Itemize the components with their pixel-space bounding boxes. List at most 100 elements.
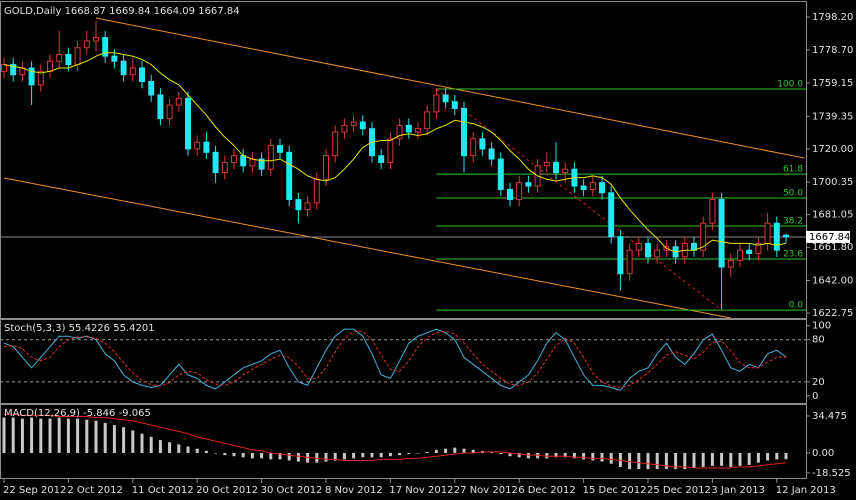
candle-body (221, 161, 228, 174)
macd-bar (140, 433, 144, 453)
x-tick-label: 22 Sep 2012 (3, 485, 66, 496)
main-header: GOLD,Daily 1668.87 1669.84 1664.09 1667.… (4, 6, 240, 17)
candle-body (470, 138, 477, 157)
channel-line (95, 17, 805, 159)
macd-title: MACD(12,26,9) (4, 408, 80, 419)
macd-bar (766, 452, 770, 461)
candle-body (111, 55, 118, 62)
candle-body (203, 141, 210, 153)
candle-body (626, 249, 633, 275)
stoch-line (3, 328, 787, 391)
macd-bar (434, 449, 438, 453)
candle-body (212, 151, 219, 174)
candle-body (516, 182, 523, 201)
macd-bar (398, 452, 402, 456)
candle-body (507, 188, 513, 201)
y-tick-label: 1720.00 (812, 144, 853, 155)
macd-signal (4, 413, 787, 469)
y-tick-label: 1700.35 (812, 177, 853, 188)
fib-trend (436, 88, 722, 311)
candle-body (553, 161, 559, 174)
x-tick-label: 15 Dec 2012 (583, 485, 647, 496)
macd-bar (250, 452, 254, 459)
y-tick-label: -18.525 (812, 468, 851, 479)
macd-bar (683, 452, 687, 470)
candle-body (608, 192, 615, 238)
macd-bar (416, 452, 420, 454)
macd-bar (618, 452, 622, 467)
y-tick-label: 1778.70 (812, 45, 853, 56)
candle-body (129, 67, 136, 76)
candle-body (359, 121, 366, 130)
macd-bar (453, 447, 457, 453)
macd-bar (554, 452, 558, 458)
macd-bar (747, 452, 751, 465)
x-tick-label: 11 Oct 2012 (132, 485, 194, 496)
macd-bar (168, 442, 172, 453)
macd-bar (76, 418, 80, 453)
macd-bar (158, 440, 162, 453)
fib-label: 100.0 (777, 80, 803, 90)
macd-plot (2, 413, 788, 470)
macd-bar (342, 452, 346, 460)
y-tick-label: 80 (812, 335, 825, 346)
symbol-title: GOLD,Daily (4, 6, 61, 17)
macd-bar (444, 448, 448, 453)
main-plot: 100.0 61.8 50.0 38.2 23.6 0.0 (0, 17, 806, 318)
main-panel (0, 1, 807, 319)
candle-body (451, 101, 458, 109)
macd-bar (536, 452, 540, 459)
macd-bar (57, 417, 61, 453)
candle-body (332, 131, 339, 157)
last-open: 1668.87 (65, 6, 106, 17)
candle-body (341, 124, 348, 133)
candle-body (433, 94, 440, 113)
price-tag-label: 1667.84 (809, 232, 850, 243)
candle-body (415, 128, 421, 133)
candle-body (194, 141, 201, 150)
macd-bar (204, 450, 208, 453)
candle-body (645, 242, 651, 258)
fib-label: 50.0 (783, 189, 803, 199)
y-tick-label: 34.475 (812, 411, 847, 422)
macd-bar (232, 452, 236, 457)
candle-body (497, 158, 504, 190)
macd-bar (103, 422, 107, 453)
macd-bar (30, 417, 34, 453)
macd-bar (674, 452, 678, 470)
macd-bar (315, 452, 319, 463)
macd-bar (775, 452, 779, 460)
stoch-plot (0, 328, 806, 391)
fib-label: 38.2 (783, 217, 803, 227)
macd-bar (39, 418, 43, 453)
macd-bar (379, 452, 383, 458)
y-tick-label: 1622.75 (812, 308, 853, 319)
y-tick-label: 100 (812, 321, 831, 332)
macd-bar (499, 452, 503, 455)
x-tick-label: 6 Dec 2012 (518, 485, 576, 496)
candle-body (286, 151, 293, 201)
candle-body (635, 242, 642, 251)
y-tick-label: 1661.80 (812, 242, 853, 253)
macd-bar (692, 452, 696, 469)
candle-body (461, 107, 467, 157)
macd-bar (655, 452, 659, 470)
fib-label: 0.0 (789, 301, 804, 311)
y-tick-label: 0.00 (812, 448, 834, 459)
macd-bar (324, 452, 328, 462)
macd-bar (720, 452, 724, 466)
candle-body (396, 124, 403, 140)
macd-bar (66, 418, 70, 453)
candle-body (249, 158, 256, 167)
candle-body (764, 222, 771, 244)
macd-bar (664, 452, 668, 470)
x-tick-label: 3 Jan 2013 (711, 485, 765, 496)
macd-bar (490, 451, 494, 453)
macd-panel (0, 404, 807, 479)
macd-bar (122, 427, 126, 453)
candle-body (562, 168, 569, 174)
candle-body (405, 124, 412, 133)
macd-bar (425, 451, 429, 453)
x-tick-label: 30 Oct 2012 (261, 485, 323, 496)
